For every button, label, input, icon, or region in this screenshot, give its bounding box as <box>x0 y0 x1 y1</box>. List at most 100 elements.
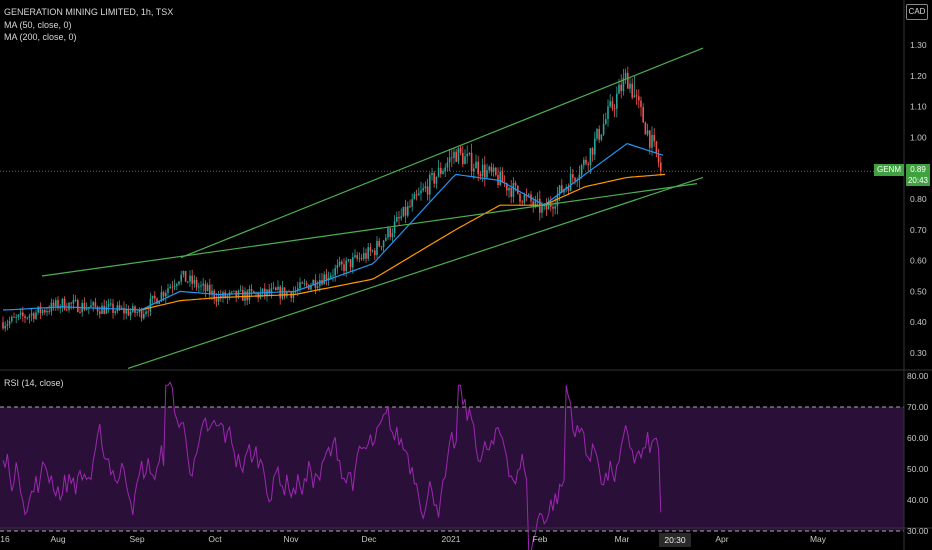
candle-down <box>627 72 629 89</box>
candle-up <box>442 171 444 174</box>
candle-up <box>259 292 262 298</box>
candle-down <box>598 128 600 140</box>
x-tick-label: Aug <box>50 534 65 544</box>
price-tick-label: 0.60 <box>910 256 927 266</box>
candle-up <box>446 162 449 168</box>
candle-down <box>635 95 638 97</box>
candle-up <box>528 194 530 196</box>
price-tick-label: 1.20 <box>910 71 927 81</box>
candle-up <box>651 134 653 148</box>
candle-up <box>187 281 189 283</box>
candle-down <box>48 310 50 312</box>
ma200-legend: MA (200, close, 0) <box>4 32 77 42</box>
candle-up <box>486 170 488 178</box>
candle-up <box>327 277 330 280</box>
candle-down <box>22 312 24 317</box>
candle-down <box>642 107 644 123</box>
candle-up <box>178 281 180 285</box>
candle-up <box>554 206 556 209</box>
candle-up <box>400 216 402 219</box>
candle-up <box>299 282 301 289</box>
candle-up <box>189 275 191 282</box>
candle-down <box>44 310 46 313</box>
candle-down <box>242 289 244 301</box>
candle-up <box>330 275 332 278</box>
candle-up <box>646 130 649 135</box>
candle-up <box>19 312 22 315</box>
candle-up <box>85 308 88 310</box>
candle-up <box>466 154 468 157</box>
candle-up <box>473 168 475 172</box>
candle-down <box>613 108 616 110</box>
candle-down <box>653 134 655 142</box>
candle-down <box>308 284 310 290</box>
candle-down <box>517 185 519 194</box>
candle-down <box>94 302 97 307</box>
candle-down <box>275 287 277 290</box>
rsi-tick-label: 60.00 <box>907 433 929 443</box>
candle-up <box>193 279 196 284</box>
candle-up <box>569 174 572 191</box>
rsi-pane[interactable] <box>0 381 904 550</box>
price-tick-label: 0.80 <box>910 194 927 204</box>
candle-up <box>74 300 77 301</box>
candle-down <box>640 100 642 108</box>
candle-down <box>620 84 622 92</box>
candle-up <box>312 280 314 286</box>
trendline-lower-channel <box>127 176 704 369</box>
candle-down <box>57 300 59 309</box>
candle-up <box>457 148 460 162</box>
candle-down <box>404 206 407 216</box>
candle-up <box>492 167 495 172</box>
rsi-tick-label: 80.00 <box>907 371 929 381</box>
candle-up <box>136 312 138 314</box>
candle-up <box>114 311 116 313</box>
candle-up <box>41 310 44 314</box>
candle-up <box>464 156 466 165</box>
candle-up <box>580 165 583 175</box>
candle-up <box>468 152 471 155</box>
candle-up <box>534 199 537 206</box>
candle-down <box>611 101 614 109</box>
candle-up <box>310 285 312 290</box>
candle-up <box>198 286 200 288</box>
rsi-tick-label: 30.00 <box>907 526 929 536</box>
x-tick-label: Feb <box>533 534 548 544</box>
candle-up <box>413 194 416 200</box>
candle-up <box>435 176 438 184</box>
candle-up <box>92 302 94 306</box>
candle-up <box>488 166 490 171</box>
rsi-legend: RSI (14, close) <box>4 378 64 388</box>
last-price-badge: 0.89 20:43 <box>906 164 930 186</box>
candle-down <box>24 316 26 318</box>
candle-up <box>600 134 603 140</box>
candle-down <box>220 295 222 299</box>
ma200-line <box>139 173 666 311</box>
candle-down <box>521 201 523 203</box>
candle-down <box>52 302 55 307</box>
candle-up <box>396 217 398 222</box>
candle-up <box>411 199 413 207</box>
candle-up <box>556 194 559 207</box>
price-pane[interactable] <box>0 47 904 369</box>
candle-up <box>26 317 28 319</box>
candle-down <box>433 172 435 184</box>
x-tick-label: 2021 <box>442 534 461 544</box>
candle-up <box>125 309 127 314</box>
candle-down <box>213 290 215 299</box>
candle-down <box>552 206 554 209</box>
currency-button[interactable]: CAD <box>906 4 928 20</box>
candle-up <box>336 265 339 269</box>
candle-down <box>409 206 411 207</box>
candle-down <box>455 151 457 162</box>
candle-down <box>13 316 15 318</box>
candle-down <box>477 161 479 175</box>
candle-down <box>591 148 594 155</box>
candle-down <box>398 217 400 219</box>
candle-up <box>116 305 119 312</box>
candle-down <box>451 157 453 159</box>
candle-up <box>231 291 233 293</box>
candle-down <box>567 187 570 191</box>
